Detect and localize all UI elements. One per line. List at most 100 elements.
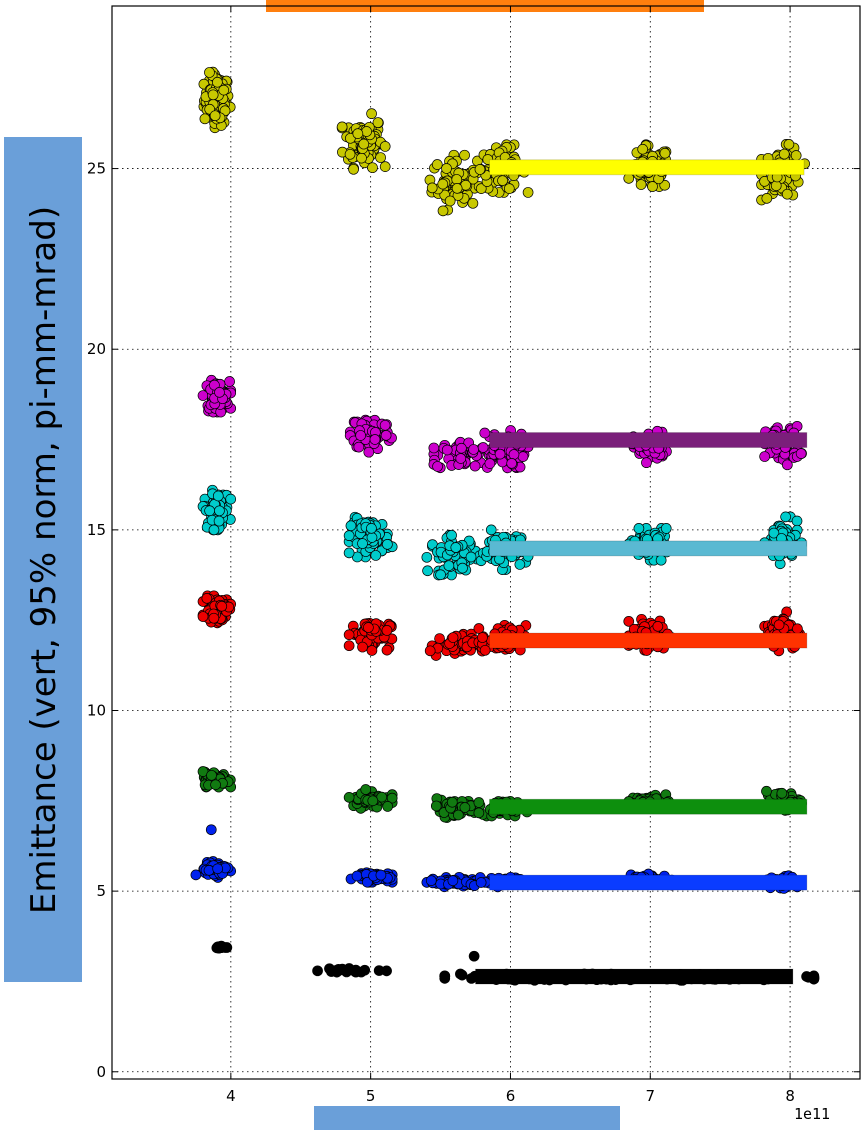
data-point (473, 807, 485, 819)
data-point (351, 870, 363, 882)
data-point (655, 554, 667, 566)
data-point (361, 126, 372, 137)
data-point (375, 152, 386, 163)
fit-line-0 (488, 159, 805, 176)
data-point (457, 562, 468, 574)
xlabel-highlight-box (314, 1106, 620, 1130)
fit-line-3 (488, 632, 808, 649)
data-point (781, 459, 793, 471)
data-point (773, 619, 785, 631)
data-point (473, 797, 485, 808)
data-point (451, 183, 463, 194)
data-point (382, 538, 393, 550)
data-point (635, 179, 647, 190)
data-point (508, 449, 520, 460)
data-point (204, 505, 215, 517)
data-point (386, 792, 398, 804)
data-point (759, 451, 770, 462)
data-point (363, 446, 375, 458)
data-point (647, 181, 658, 192)
data-point (465, 551, 477, 563)
data-point (467, 197, 479, 209)
data-point (370, 550, 382, 561)
data-point (343, 791, 355, 803)
data-point (425, 875, 437, 886)
data-point (216, 600, 228, 612)
data-point (434, 633, 445, 644)
data-point (375, 869, 387, 881)
data-point (455, 968, 466, 980)
y-tick-label: 10 (87, 701, 106, 719)
data-point (780, 511, 791, 523)
data-point (778, 148, 790, 160)
data-point (422, 565, 433, 577)
series-1 (197, 374, 807, 474)
x-tick-label: 6 (506, 1087, 516, 1105)
data-point (439, 973, 451, 984)
axis-ticks: 4 5 6 7 8 0 5 10 15 20 25 (87, 6, 860, 1105)
data-point (336, 121, 348, 133)
data-point (641, 457, 652, 469)
series-3 (197, 590, 805, 661)
data-point (479, 644, 491, 656)
data-point (352, 128, 364, 139)
data-point (477, 632, 488, 643)
data-point (312, 965, 323, 977)
data-point (208, 524, 220, 536)
scatter-points (190, 66, 820, 986)
data-point (381, 965, 392, 977)
data-point (522, 187, 534, 198)
data-point (503, 183, 515, 194)
data-point (770, 180, 782, 192)
data-point (379, 419, 391, 431)
data-point (213, 515, 225, 527)
data-point (443, 560, 455, 572)
data-point (484, 458, 496, 469)
data-point (660, 523, 672, 534)
data-point (637, 143, 649, 155)
data-point (781, 188, 793, 200)
data-point (456, 442, 467, 454)
data-point (475, 183, 487, 194)
data-point (203, 865, 215, 876)
data-point (761, 785, 772, 797)
y-tick-label: 25 (87, 160, 106, 178)
data-point (369, 434, 381, 445)
fit-lines (475, 159, 808, 985)
x-tick-label: 4 (226, 1087, 236, 1105)
data-point (381, 644, 393, 656)
data-point (446, 796, 458, 808)
data-point (213, 941, 224, 953)
data-point (214, 387, 225, 398)
x-tick-label: 7 (646, 1087, 656, 1105)
data-point (343, 629, 355, 641)
data-point (355, 430, 366, 441)
data-point (455, 453, 467, 464)
data-point (437, 205, 449, 217)
data-point (435, 569, 446, 581)
fit-line-1 (488, 432, 808, 449)
data-point (367, 162, 378, 174)
data-point (446, 529, 457, 541)
data-point (344, 148, 356, 160)
data-point (357, 641, 368, 653)
data-point (366, 645, 378, 656)
data-point (659, 179, 671, 191)
data-point (517, 451, 529, 462)
data-point (633, 523, 645, 534)
y-axis-label: Emittance (vert, 95% norm, pi-mm-mrad) (24, 206, 64, 914)
data-point (459, 149, 470, 161)
data-point (379, 141, 391, 152)
fit-line-6 (475, 968, 794, 985)
data-point (494, 448, 506, 460)
x-multiplier-label: 1e11 (794, 1105, 830, 1123)
data-point (376, 791, 388, 803)
data-point (424, 645, 436, 657)
data-point (205, 824, 217, 836)
data-point (357, 538, 368, 549)
data-point (469, 460, 481, 472)
data-point (447, 875, 459, 887)
data-point (380, 430, 392, 441)
data-point (360, 784, 372, 795)
